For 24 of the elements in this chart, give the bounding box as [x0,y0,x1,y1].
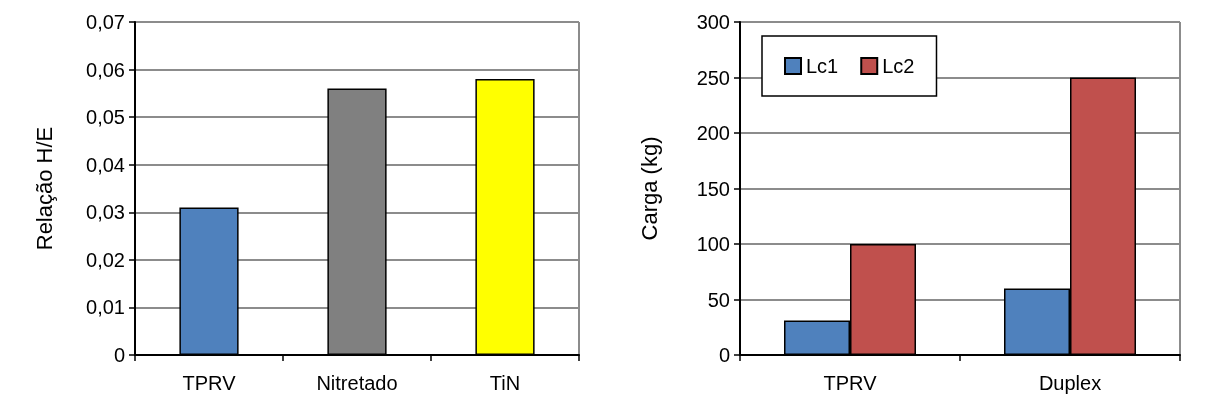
y-tick-label: 0,04 [86,153,125,176]
y-tick-label: 0 [718,344,730,366]
y-tick-label: 200 [696,122,730,144]
x-tick-label: TiN [489,372,521,394]
y-tick-label: 0,06 [86,58,125,81]
x-tick-label: Duplex [1038,372,1102,394]
x-tick-label: Nitretado [316,372,398,394]
y-tick-label: 0 [113,344,125,366]
y-axis-title: Relação H/E [31,126,57,251]
y-tick-label: 0,02 [86,248,125,271]
y-tick-label: 150 [696,177,730,200]
x-tick-label: TPRV [823,372,878,394]
y-tick-label: 300 [696,11,730,33]
y-tick-label: 50 [707,288,730,311]
y-tick-label: 100 [696,233,730,255]
y-tick-label: 0,05 [86,106,125,129]
x-tick-label: TPRV [182,372,237,394]
y-tick-label: 0,07 [86,11,125,33]
y-tick-label: 0,03 [86,201,125,224]
legend-label: Lc2 [882,55,915,77]
y-tick-label: 0,01 [86,296,125,319]
y-axis-title: Carga (kg) [636,136,662,241]
legend-label: Lc1 [806,55,839,77]
y-tick-label: 250 [696,66,730,89]
